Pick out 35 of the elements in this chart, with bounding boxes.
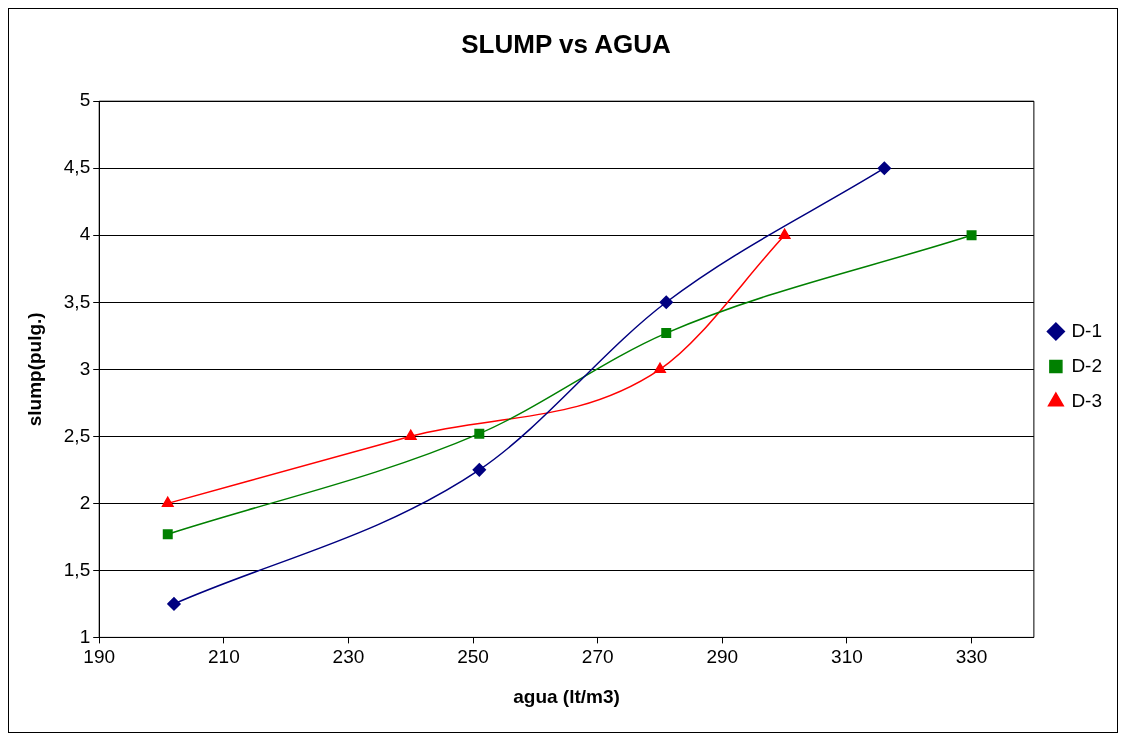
y-axis-title: slump(pulg.) (23, 312, 45, 427)
y-tick-label: 1 (79, 625, 91, 647)
point (966, 230, 977, 241)
x-tick-label: 230 (332, 646, 365, 668)
x-tick-label: 190 (83, 646, 116, 668)
point (654, 362, 666, 374)
x-tick-label: 210 (207, 646, 240, 668)
legend-label: D-3 (1071, 389, 1103, 411)
chart-title: SLUMP vs AGUA (461, 28, 671, 59)
point (162, 529, 173, 540)
y-tick-label: 3,5 (63, 290, 91, 312)
y-tick-label: 2,5 (63, 424, 91, 446)
x-tick-label: 270 (581, 646, 614, 668)
y-tick-label: 4 (79, 223, 91, 245)
x-tick-label: 330 (955, 646, 988, 668)
y-tick-label: 2 (79, 491, 91, 513)
point (474, 428, 485, 439)
y-tick-label: 5 (79, 89, 91, 111)
point (404, 429, 417, 441)
point (161, 496, 174, 508)
point (877, 161, 892, 175)
point (472, 463, 487, 477)
legend-label: D-1 (1071, 319, 1103, 341)
x-tick-label: 250 (457, 646, 489, 668)
point (778, 228, 791, 239)
point (167, 597, 181, 611)
point (661, 328, 672, 339)
point (659, 295, 673, 310)
legend-label: D-2 (1071, 354, 1103, 376)
x-axis-title: agua (lt/m3) (513, 685, 620, 707)
y-tick-label: 3 (79, 357, 91, 379)
y-tick-label: 4,5 (63, 156, 91, 178)
x-tick-label: 310 (831, 646, 863, 668)
y-tick-label: 1,5 (63, 558, 91, 580)
x-tick-label: 290 (706, 646, 739, 668)
